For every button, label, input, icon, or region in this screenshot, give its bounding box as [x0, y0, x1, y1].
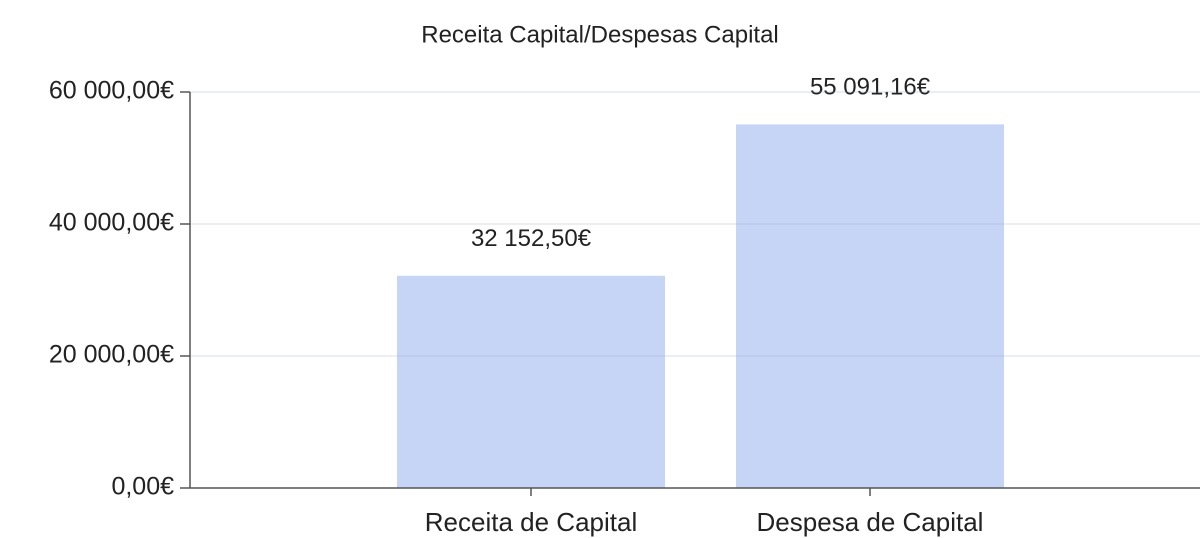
- y-tick-label: 40 000,00€: [49, 209, 174, 237]
- value-label: 32 152,50€: [471, 225, 592, 252]
- chart-title: Receita Capital/Despesas Capital: [421, 21, 779, 48]
- x-tick-label: Despesa de Capital: [757, 507, 984, 537]
- y-tick-label: 60 000,00€: [49, 77, 174, 105]
- y-tick-label: 20 000,00€: [49, 341, 174, 369]
- bar: [397, 275, 665, 488]
- bar: [736, 124, 1004, 488]
- value-label: 55 091,16€: [810, 74, 931, 101]
- x-tick-label: Receita de Capital: [425, 507, 637, 537]
- y-tick-label: 0,00€: [111, 473, 174, 501]
